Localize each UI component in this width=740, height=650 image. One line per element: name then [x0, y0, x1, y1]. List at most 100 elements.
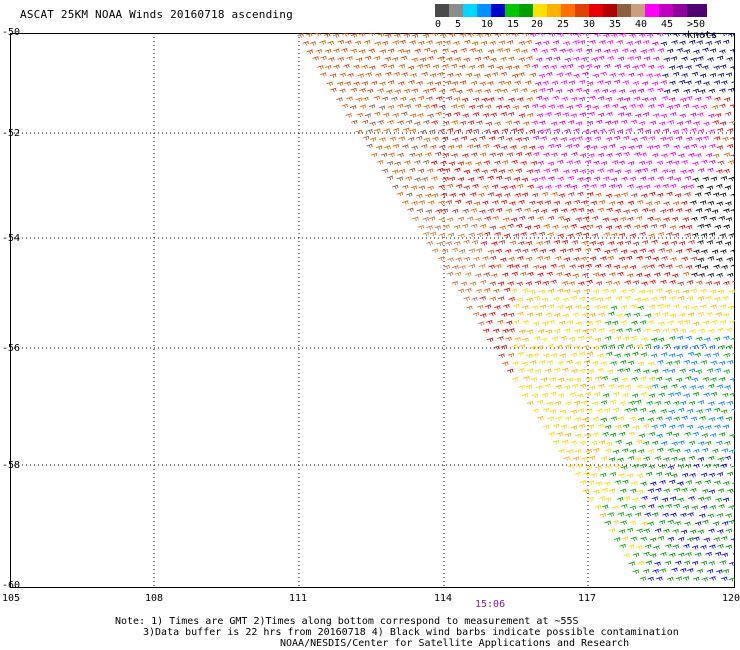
wind-barb [692, 33, 700, 37]
wind-barb [451, 120, 458, 125]
wind-barb [616, 496, 624, 502]
wind-barb [468, 104, 476, 110]
wind-barb [507, 352, 515, 358]
wind-barb [506, 40, 514, 45]
wind-barb [373, 111, 381, 117]
wind-barb [689, 329, 696, 334]
wind-barb [705, 295, 712, 301]
wind-barb [707, 57, 714, 62]
wind-barb [665, 543, 672, 549]
wind-barb [566, 63, 574, 69]
wind-barb [333, 64, 340, 70]
wind-barb [581, 312, 589, 318]
wind-barb [726, 327, 733, 333]
wind-barb [557, 377, 565, 383]
wind-barb [709, 433, 717, 438]
wind-barb [619, 33, 626, 38]
wind-barb [563, 217, 571, 223]
wind-barb [426, 81, 434, 86]
wind-barb [608, 184, 616, 189]
wind-barb [414, 48, 421, 54]
wind-barb [716, 384, 724, 389]
wind-barb [666, 264, 673, 269]
wind-barb [607, 55, 614, 61]
wind-barb [507, 281, 514, 286]
wind-barb [662, 73, 669, 78]
wind-barb [643, 551, 650, 557]
wind-barb [411, 88, 418, 93]
wind-barb [677, 481, 684, 486]
wind-barb [592, 272, 600, 277]
wind-barb [722, 568, 730, 574]
wind-barb [556, 344, 563, 350]
wind-barb [383, 128, 391, 133]
wind-barb [648, 233, 655, 238]
wind-barb [660, 41, 668, 46]
wind-barb [454, 271, 462, 277]
wind-barb [458, 104, 465, 109]
wind-barb [654, 73, 661, 78]
wind-barb [678, 457, 686, 462]
wind-barb [412, 216, 419, 222]
wind-barb [664, 472, 672, 477]
wind-barb [484, 104, 492, 110]
wind-barb [618, 232, 626, 238]
wind-barb [482, 143, 490, 149]
wind-barb [518, 241, 525, 246]
wind-barb [707, 256, 715, 261]
wind-barb [649, 191, 656, 197]
wind-barb [692, 321, 700, 326]
wind-barb [515, 168, 523, 173]
wind-barb [676, 65, 684, 70]
wind-barb [709, 48, 717, 53]
lon-label-111: 111 [289, 593, 308, 604]
wind-barb [657, 504, 664, 510]
wind-barb [629, 176, 637, 182]
wind-barb [721, 576, 728, 582]
wind-barb [629, 488, 637, 494]
wind-barb [529, 72, 537, 78]
wind-barb [638, 289, 646, 295]
wind-barb [616, 129, 624, 134]
wind-barb [370, 80, 378, 86]
wind-barb [463, 296, 470, 301]
wind-barb [302, 40, 309, 46]
wind-barb [529, 200, 536, 206]
wind-barb [669, 353, 676, 358]
wind-barb [608, 528, 616, 533]
legend-swatch [617, 4, 631, 17]
wind-barb [538, 360, 546, 365]
wind-barb [473, 256, 480, 262]
wind-barb [426, 225, 433, 230]
wind-barb [539, 304, 547, 310]
wind-barb [535, 95, 543, 101]
wind-barb [325, 65, 332, 70]
wind-barb [669, 183, 677, 189]
wind-barb [599, 128, 606, 134]
wind-barb [551, 152, 558, 157]
wind-barb [648, 504, 655, 509]
wind-barb [532, 264, 540, 270]
wind-barb [649, 96, 657, 102]
wind-barb [690, 200, 697, 205]
wind-barb [652, 113, 660, 118]
wind-barb [467, 33, 474, 38]
wind-barb [709, 544, 716, 549]
wind-barb [423, 47, 431, 53]
wind-barb [579, 440, 586, 445]
wind-barb [561, 280, 569, 286]
wind-barb [562, 225, 569, 230]
wind-barb [627, 455, 635, 461]
wind-barb [663, 217, 670, 222]
wind-barb [669, 151, 677, 157]
wind-barb [708, 88, 716, 94]
wind-barb [634, 40, 642, 45]
wind-barb [426, 96, 433, 101]
wind-barb [557, 304, 564, 310]
wind-barb [564, 288, 571, 294]
wind-barb [483, 231, 491, 237]
wind-barb [647, 216, 654, 222]
wind-barb [710, 391, 718, 397]
wind-barb [447, 232, 455, 238]
wind-barb [630, 407, 638, 413]
